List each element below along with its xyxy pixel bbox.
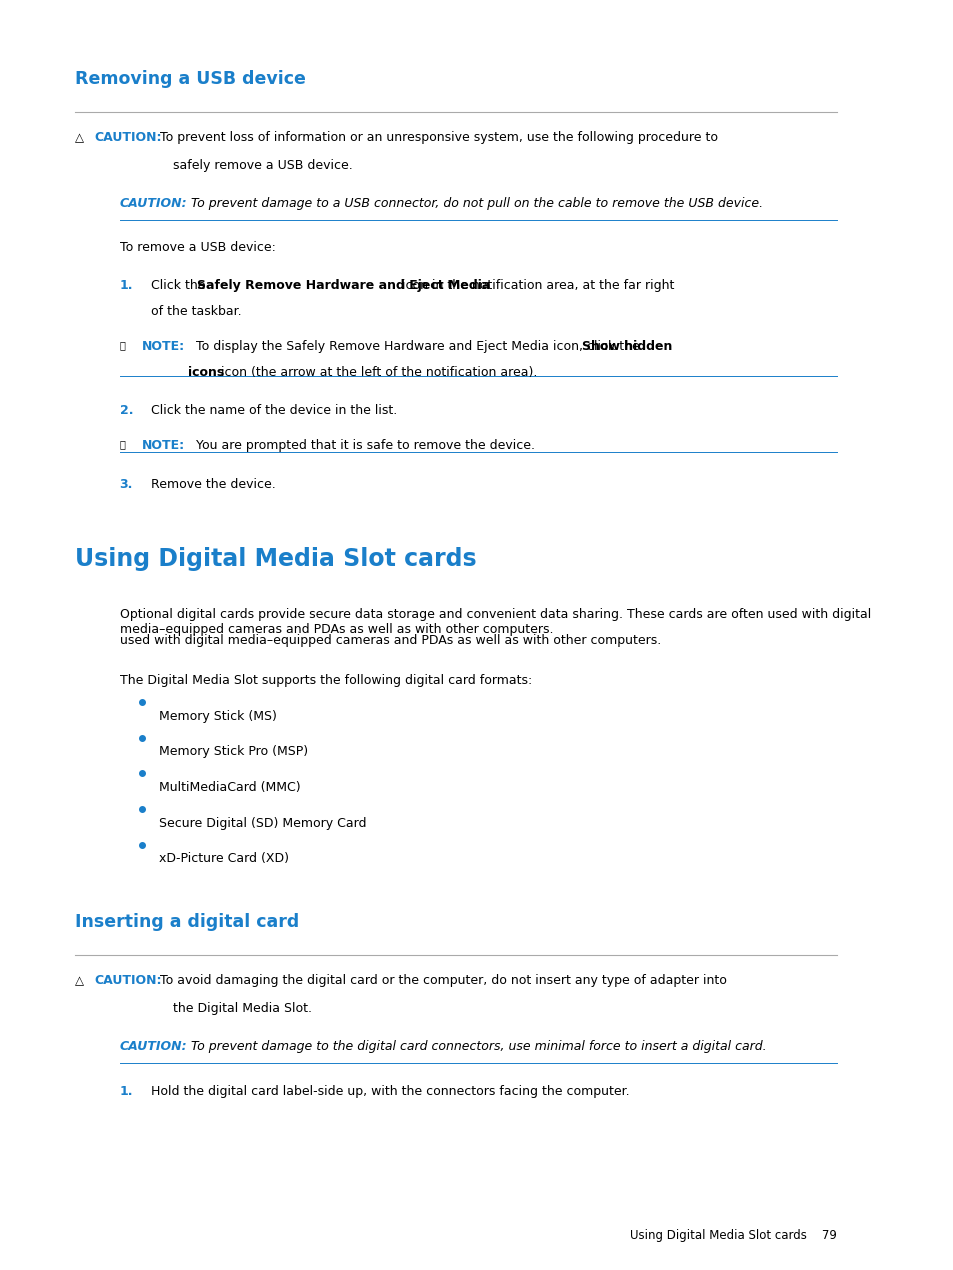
Text: The Digital Media Slot supports the following digital card formats:: The Digital Media Slot supports the foll… (119, 674, 531, 687)
Text: xD-Picture Card (XD): xD-Picture Card (XD) (159, 852, 289, 865)
Text: To display the Safely Remove Hardware and Eject Media icon, click the: To display the Safely Remove Hardware an… (188, 340, 642, 353)
Text: Memory Stick Pro (MSP): Memory Stick Pro (MSP) (159, 745, 308, 758)
Text: 1.: 1. (119, 279, 132, 292)
Text: CAUTION:: CAUTION: (94, 974, 162, 987)
Text: To prevent loss of information or an unresponsive system, use the following proc: To prevent loss of information or an unr… (152, 131, 718, 144)
Text: MultiMediaCard (MMC): MultiMediaCard (MMC) (159, 781, 301, 794)
Text: icons: icons (188, 366, 224, 378)
Text: NOTE:: NOTE: (141, 439, 185, 452)
Text: Remove the device.: Remove the device. (151, 478, 275, 490)
Text: Safely Remove Hardware and Eject Media: Safely Remove Hardware and Eject Media (196, 279, 490, 292)
Text: △: △ (75, 974, 84, 987)
Text: the Digital Media Slot.: the Digital Media Slot. (172, 1002, 312, 1015)
Text: icon (the arrow at the left of the notification area).: icon (the arrow at the left of the notif… (216, 366, 537, 378)
Text: 1.: 1. (119, 1085, 132, 1097)
Text: To remove a USB device:: To remove a USB device: (119, 241, 275, 254)
Text: CAUTION:: CAUTION: (119, 1040, 187, 1053)
Text: CAUTION:: CAUTION: (94, 131, 162, 144)
Text: 📝: 📝 (119, 340, 125, 351)
Text: Memory Stick (MS): Memory Stick (MS) (159, 710, 277, 723)
Text: 2.: 2. (119, 404, 132, 417)
Text: Show hidden: Show hidden (581, 340, 671, 353)
Text: Removing a USB device: Removing a USB device (75, 70, 306, 88)
Text: Using Digital Media Slot cards    79: Using Digital Media Slot cards 79 (629, 1229, 836, 1242)
Text: Hold the digital card label-side up, with the connectors facing the computer.: Hold the digital card label-side up, wit… (151, 1085, 628, 1097)
Text: To prevent damage to the digital card connectors, use minimal force to insert a : To prevent damage to the digital card co… (183, 1040, 766, 1053)
Text: Using Digital Media Slot cards: Using Digital Media Slot cards (75, 547, 476, 572)
Text: To prevent damage to a USB connector, do not pull on the cable to remove the USB: To prevent damage to a USB connector, do… (183, 197, 762, 210)
Text: safely remove a USB device.: safely remove a USB device. (172, 159, 352, 171)
Text: Optional digital cards provide secure data storage and convenient data sharing. : Optional digital cards provide secure da… (119, 608, 870, 636)
Text: used with digital media–equipped cameras and PDAs as well as with other computer: used with digital media–equipped cameras… (119, 634, 660, 646)
Text: NOTE:: NOTE: (141, 340, 185, 353)
Text: 3.: 3. (119, 478, 132, 490)
Text: Secure Digital (SD) Memory Card: Secure Digital (SD) Memory Card (159, 817, 367, 829)
Text: To avoid damaging the digital card or the computer, do not insert any type of ad: To avoid damaging the digital card or th… (152, 974, 726, 987)
Text: CAUTION:: CAUTION: (119, 197, 187, 210)
Text: 📝: 📝 (119, 439, 125, 450)
Text: You are prompted that it is safe to remove the device.: You are prompted that it is safe to remo… (188, 439, 534, 452)
Text: Inserting a digital card: Inserting a digital card (75, 913, 299, 931)
Text: △: △ (75, 131, 84, 144)
Text: Click the name of the device in the list.: Click the name of the device in the list… (151, 404, 396, 417)
Text: of the taskbar.: of the taskbar. (151, 305, 241, 318)
Text: Click the: Click the (151, 279, 209, 292)
Text: icon in the notification area, at the far right: icon in the notification area, at the fa… (398, 279, 674, 292)
